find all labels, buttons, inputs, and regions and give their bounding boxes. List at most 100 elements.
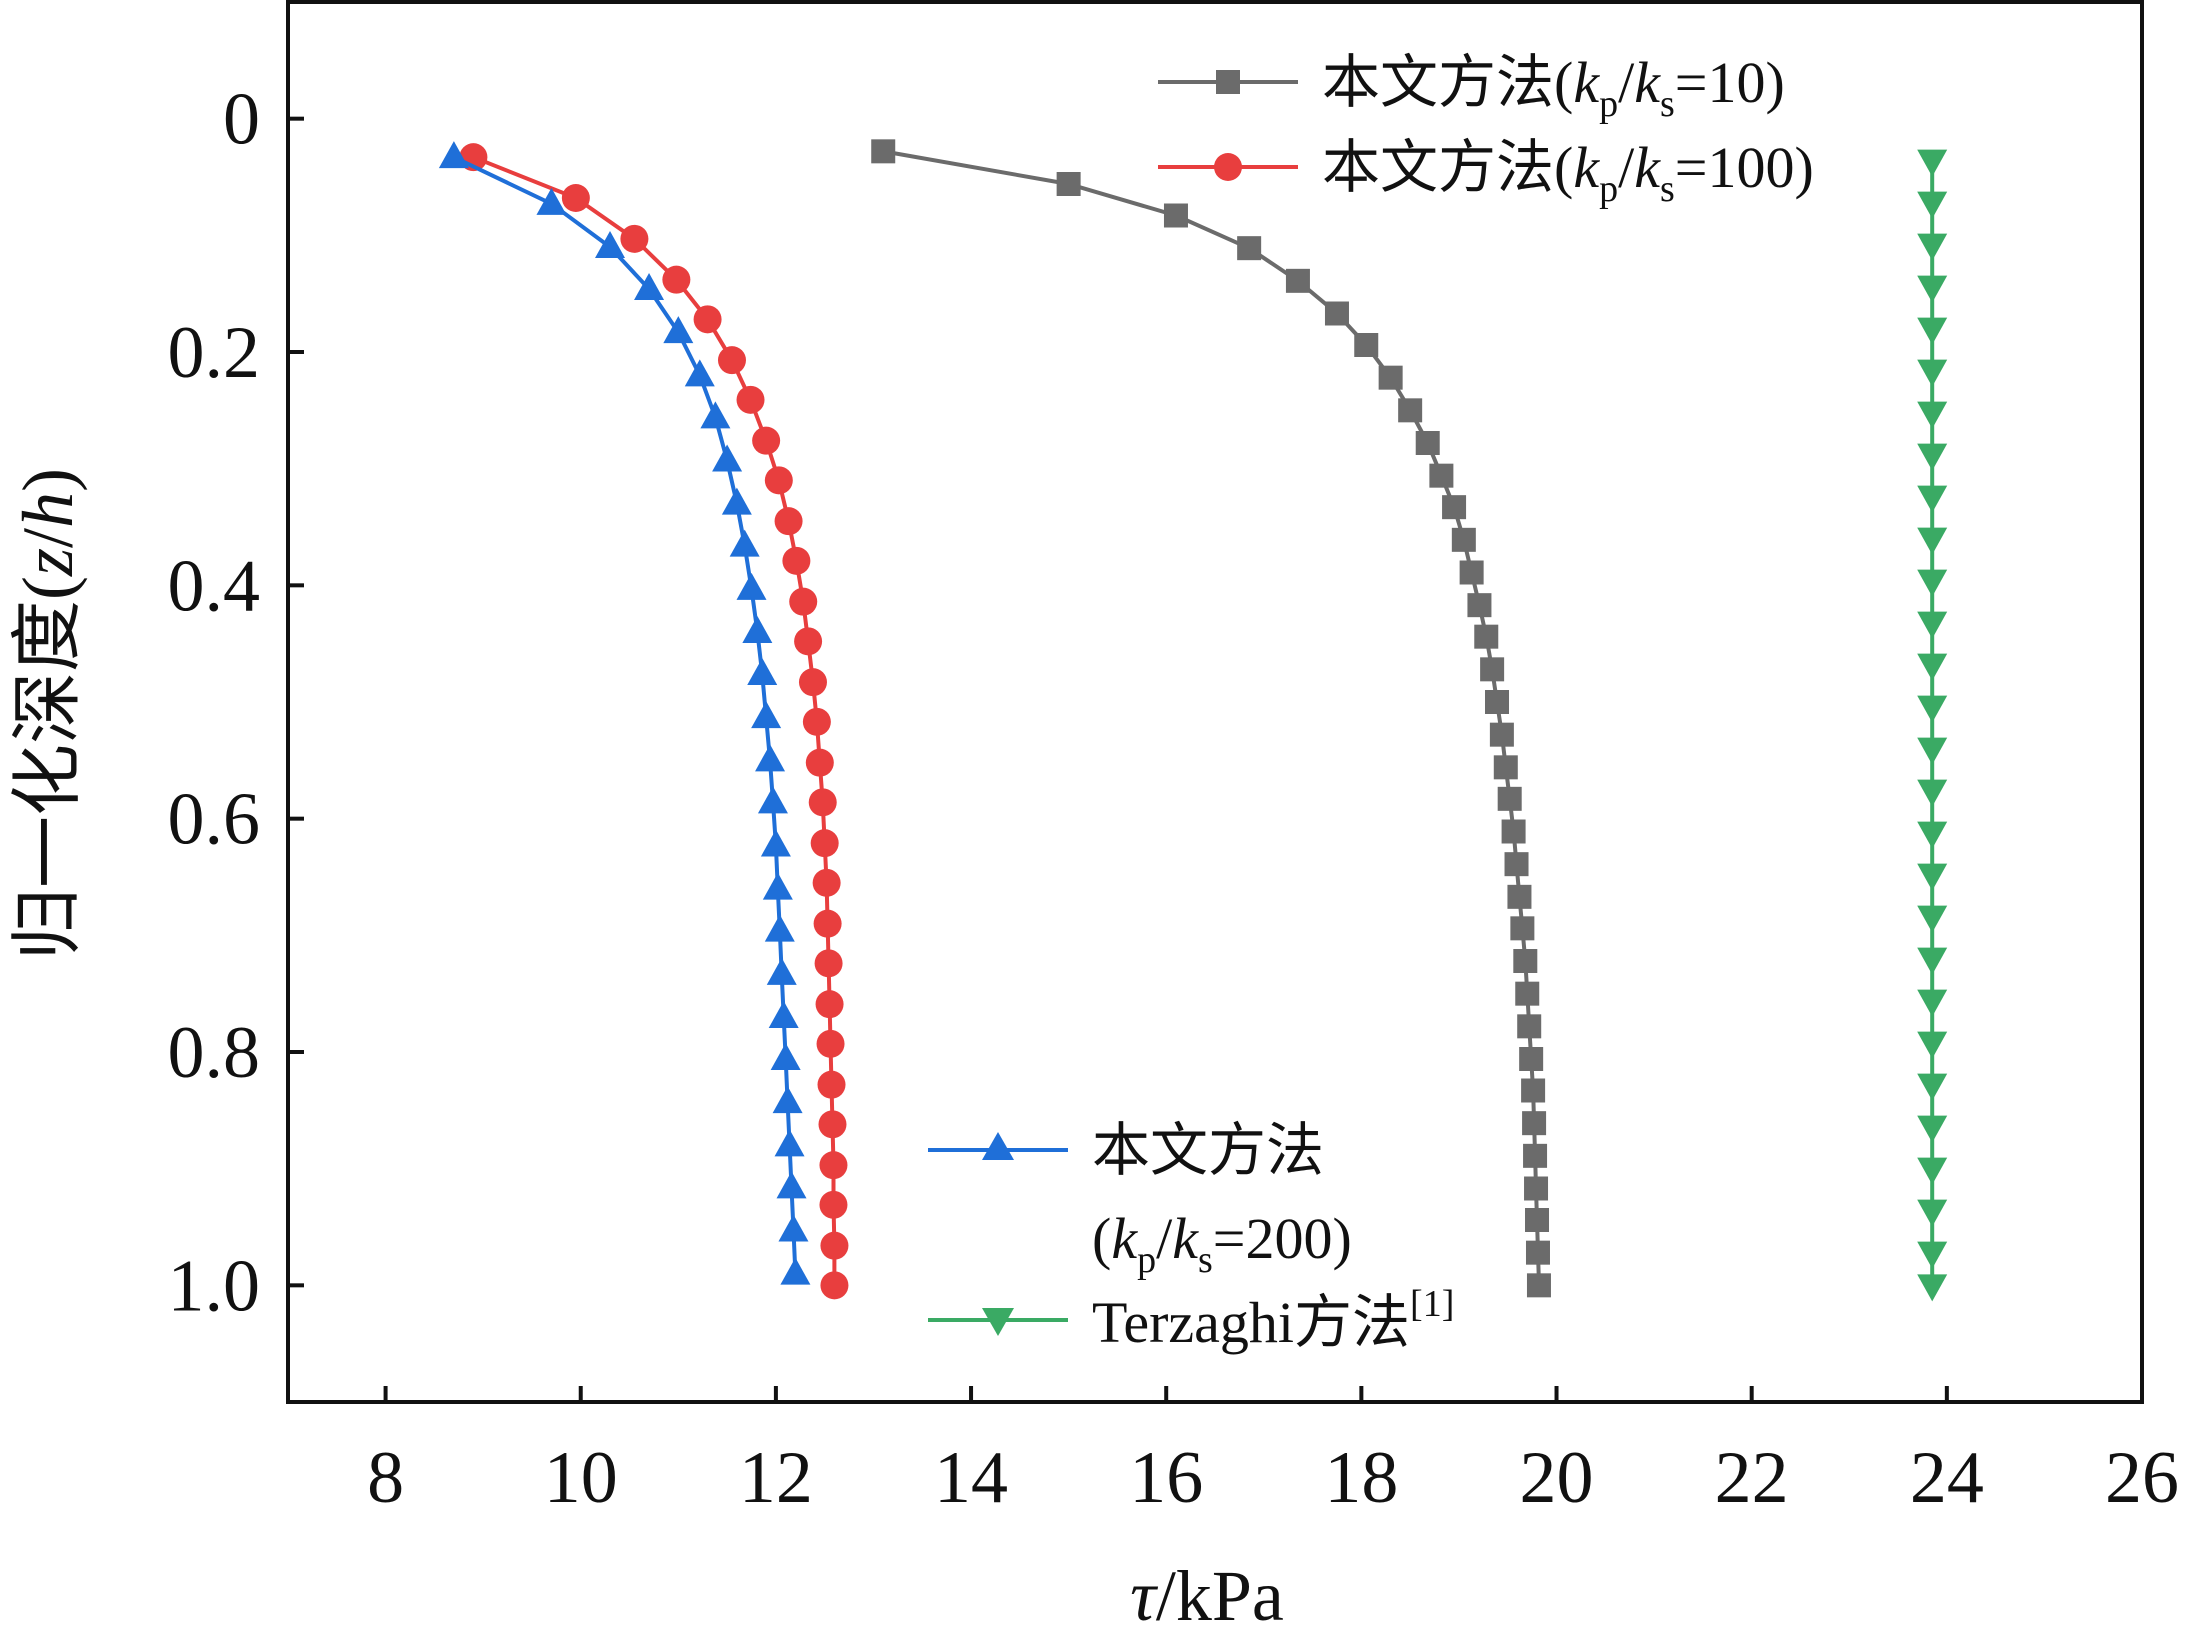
data-point	[1917, 401, 1948, 429]
legend-marker-square	[1216, 70, 1240, 94]
data-point	[729, 529, 760, 557]
y-tick-label: 0.4	[168, 545, 261, 627]
data-point	[815, 990, 844, 1019]
data-point	[620, 224, 649, 253]
data-point	[1917, 1274, 1948, 1302]
data-point	[1513, 949, 1538, 973]
x-tick-label: 16	[1129, 1437, 1203, 1519]
x-axis-title-unit: /kPa	[1156, 1556, 1284, 1628]
x-tick-label: 18	[1324, 1437, 1398, 1519]
data-point	[663, 316, 694, 344]
data-point	[1917, 527, 1948, 555]
data-point	[764, 914, 795, 942]
data-point	[1917, 1241, 1948, 1269]
data-point	[1917, 233, 1948, 261]
data-point	[817, 1070, 846, 1099]
data-point	[736, 572, 767, 600]
data-point	[1917, 149, 1948, 177]
series-layer	[438, 139, 1948, 1302]
data-point	[766, 957, 797, 985]
data-point	[700, 401, 731, 429]
data-point	[1525, 1240, 1550, 1265]
data-point	[742, 616, 773, 643]
data-point	[871, 139, 896, 164]
x-tick-label: 10	[544, 1437, 618, 1519]
legend-marker-circle	[1214, 153, 1242, 181]
y-axis-title-prefix: 归一化深度(	[8, 576, 88, 960]
y-tick-label: 1.0	[168, 1245, 261, 1327]
data-point	[1917, 485, 1948, 513]
series-line	[882, 149, 1541, 1286]
legend-entry-kp-ks-10: 本文方法(kp/ks=10)	[1158, 50, 1785, 125]
data-point	[1493, 755, 1518, 780]
y-tick-label: 0.6	[168, 779, 261, 861]
legend-marker-triangle-down	[982, 1308, 1014, 1336]
data-point	[1917, 569, 1948, 597]
data-point	[1467, 593, 1492, 618]
data-point	[774, 1129, 805, 1157]
x-axis-ticks: 8 10 12 14 16 18 20 22 24 26	[367, 1386, 2179, 1519]
data-point	[1501, 819, 1526, 844]
series-1	[459, 143, 849, 1300]
x-axis-title: τ/kPa	[1130, 1556, 1284, 1628]
data-point	[776, 1171, 807, 1199]
data-point	[1917, 779, 1948, 807]
y-tick-label: 0	[223, 79, 260, 161]
series-2	[438, 141, 811, 1285]
series-0	[871, 139, 1551, 1298]
data-point	[1917, 653, 1948, 681]
series-line	[472, 155, 837, 1286]
data-point	[1525, 1208, 1550, 1232]
data-point	[1917, 1157, 1948, 1185]
data-point	[813, 909, 842, 938]
data-point	[1429, 463, 1454, 488]
y-tick-label: 0.2	[168, 312, 261, 394]
legend-label-kp-ks-100: 本文方法(kp/ks=100)	[1322, 135, 1814, 210]
data-point	[789, 587, 818, 616]
data-point	[812, 868, 841, 897]
data-point	[1474, 624, 1499, 649]
data-point	[721, 487, 752, 515]
data-point	[1378, 365, 1403, 390]
data-point	[1917, 317, 1948, 345]
data-point	[1480, 657, 1505, 682]
data-point	[764, 466, 793, 495]
x-tick-label: 20	[1520, 1437, 1594, 1519]
data-point	[752, 426, 781, 455]
data-point	[693, 305, 722, 334]
legend-bottom: 本文方法 (kp/ks=200) Terzaghi方法[1]	[928, 1118, 1454, 1355]
data-point	[1515, 981, 1540, 1006]
data-point	[1917, 737, 1948, 765]
legend-entry-kp-ks-100: 本文方法(kp/ks=100)	[1158, 135, 1814, 210]
data-point	[1510, 916, 1535, 941]
data-point	[1917, 1073, 1948, 1101]
data-point	[1485, 690, 1510, 714]
data-point	[1489, 722, 1514, 747]
data-point	[1521, 1078, 1546, 1103]
data-point	[770, 1043, 801, 1070]
data-point	[1507, 884, 1532, 909]
data-point	[1324, 301, 1349, 326]
legend-label-kp-ks-10: 本文方法(kp/ks=10)	[1322, 50, 1785, 125]
data-point	[1917, 1199, 1948, 1227]
data-point	[780, 1257, 811, 1285]
data-point	[1917, 1031, 1948, 1059]
data-point	[1917, 275, 1948, 303]
data-point	[1526, 1273, 1551, 1298]
plot-frame	[286, 0, 2144, 1404]
data-point	[634, 273, 665, 300]
data-point	[820, 1271, 849, 1300]
data-point	[1285, 268, 1310, 293]
data-point	[755, 744, 786, 772]
data-point	[774, 507, 803, 536]
data-point	[684, 359, 715, 387]
legend-marker-triangle-up	[982, 1132, 1014, 1160]
x-tick-label: 12	[739, 1437, 813, 1519]
legend-label-terzaghi: Terzaghi方法[1]	[1092, 1283, 1454, 1355]
data-point	[814, 949, 843, 978]
data-point	[762, 872, 793, 900]
data-point	[1917, 695, 1948, 723]
data-point	[819, 1190, 848, 1219]
x-tick-label: 8	[367, 1437, 404, 1519]
